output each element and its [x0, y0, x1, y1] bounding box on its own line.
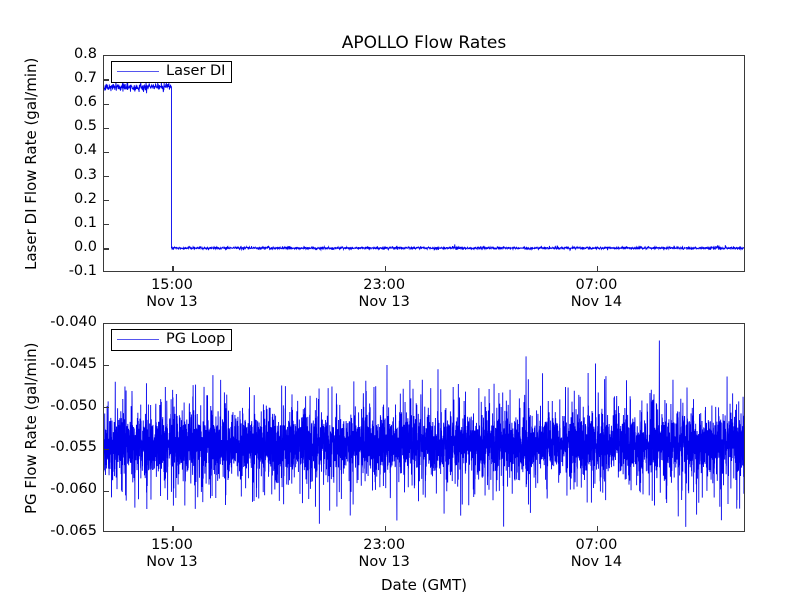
- y-tick-label: -0.065: [50, 523, 97, 539]
- y-tick-label: -0.1: [68, 263, 97, 279]
- y-tick-mark: [104, 248, 109, 250]
- y-tick-label: 0.2: [73, 190, 97, 207]
- y-tick-label: 0.4: [73, 142, 97, 159]
- y-tick-label: 0.3: [73, 166, 97, 183]
- laser-di-series-svg: [104, 80, 744, 252]
- x-tick-time: 07:00: [575, 537, 618, 553]
- y-tick-label: -0.055: [50, 439, 97, 456]
- legend-laser-di[interactable]: Laser DI: [111, 61, 233, 83]
- y-tick-mark: [104, 365, 109, 367]
- plot-area-laser-di: [103, 55, 745, 272]
- y-tick-label: -0.050: [50, 397, 97, 414]
- x-tick-label: 15:00 Nov 13: [122, 537, 222, 571]
- y-tick-label: 0.7: [73, 70, 97, 87]
- y-tick-mark: [104, 175, 109, 178]
- y-tick-label: 0.1: [73, 214, 97, 231]
- figure-title: APOLLO Flow Rates: [341, 33, 507, 53]
- y-tick-label: 0.8: [73, 46, 97, 62]
- y-tick-label: 0.5: [73, 118, 97, 135]
- y-tick-mark: [104, 103, 109, 105]
- laser-di-line: [104, 80, 744, 252]
- y-tick-label: 0.0: [73, 238, 97, 255]
- y-tick-mark: [104, 490, 109, 492]
- y-tick-mark: [104, 127, 109, 130]
- y-tick-mark: [104, 448, 109, 451]
- x-tick-label: 23:00 Nov 13: [334, 537, 434, 571]
- x-tick-time: 07:00: [575, 277, 618, 293]
- x-tick-date: Nov 13: [146, 554, 198, 571]
- legend-swatch-pg-loop: [117, 339, 159, 341]
- x-tick-time: 15:00: [151, 537, 193, 553]
- x-axis-label: Date (GMT): [380, 576, 468, 594]
- y-tick-label: -0.060: [50, 481, 97, 498]
- x-tick-label: 15:00 Nov 13: [122, 277, 222, 311]
- y-tick-label: -0.045: [50, 355, 97, 372]
- legend-label-pg-loop: PG Loop: [166, 331, 226, 347]
- legend-pg-loop[interactable]: PG Loop: [111, 329, 233, 351]
- x-tick-date: Nov 13: [358, 294, 410, 311]
- x-tick-date: Nov 14: [570, 294, 623, 311]
- y-tick-labels-bottom: -0.040 -0.045 -0.050 -0.055 -0.060 -0.065: [0, 0, 97, 600]
- y-tick-label: 0.6: [73, 94, 97, 111]
- x-tick-mark: [172, 526, 174, 531]
- x-tick-date: Nov 13: [146, 294, 198, 311]
- x-tick-mark: [172, 266, 174, 271]
- y-tick-mark: [104, 199, 109, 202]
- y-tick-mark: [104, 406, 109, 409]
- x-tick-label: 07:00 Nov 14: [546, 277, 646, 311]
- x-tick-mark: [384, 526, 386, 531]
- x-tick-mark: [596, 266, 599, 271]
- x-tick-date: Nov 14: [570, 554, 623, 571]
- pg-loop-line: [104, 340, 744, 527]
- x-tick-time: 15:00: [151, 277, 193, 293]
- x-tick-mark: [596, 526, 599, 531]
- x-tick-time: 23:00: [363, 277, 406, 293]
- x-tick-time: 23:00: [363, 537, 406, 553]
- y-tick-mark: [104, 79, 109, 81]
- x-tick-date: Nov 13: [358, 554, 410, 571]
- x-tick-label: 07:00 Nov 14: [546, 537, 646, 571]
- x-tick-label: 23:00 Nov 13: [334, 277, 434, 311]
- y-tick-mark: [104, 224, 109, 226]
- y-tick-mark: [104, 151, 109, 154]
- legend-swatch-laser-di: [117, 71, 159, 73]
- legend-label-laser-di: Laser DI: [166, 63, 226, 79]
- plot-area-pg-loop: [103, 323, 745, 532]
- y-tick-labels-top: 0.8 0.7 0.6 0.5 0.4 0.3 0.2 0.1 0.0 -0.1: [0, 0, 97, 600]
- pg-loop-series-svg: [104, 340, 744, 527]
- x-tick-mark: [384, 266, 386, 271]
- y-tick-label: -0.040: [50, 314, 97, 330]
